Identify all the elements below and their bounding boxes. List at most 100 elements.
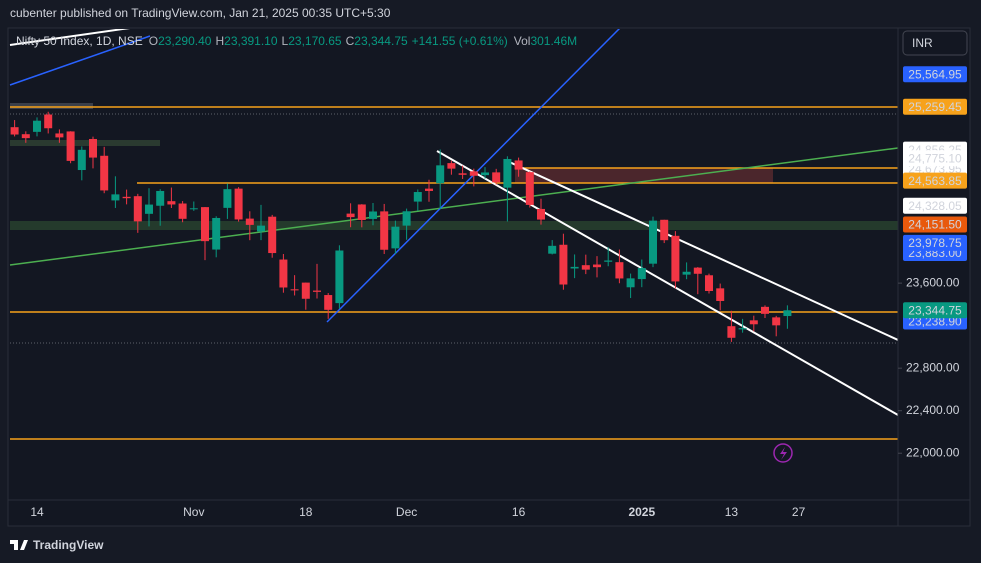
candle-body <box>268 216 277 254</box>
candle-body <box>593 264 601 268</box>
price-label: 25,259.45 <box>908 100 962 114</box>
candle-body <box>111 194 120 201</box>
trend-line <box>9 29 131 46</box>
candle-body <box>122 196 131 199</box>
legend-key: L <box>282 34 289 48</box>
candle-body <box>21 134 30 139</box>
candle-body <box>145 204 153 214</box>
candle-body <box>716 288 725 301</box>
price-label-box <box>903 302 967 319</box>
candle-body <box>492 172 501 183</box>
legend-key: C <box>346 34 355 48</box>
candle-body <box>649 220 657 264</box>
candle-body <box>660 219 669 241</box>
candle-body <box>559 244 568 285</box>
candle-body <box>693 267 702 274</box>
candle-body <box>783 310 792 317</box>
candle-body <box>738 328 747 330</box>
legend-value: 23,344.75 <box>354 34 408 48</box>
candle-body <box>604 260 613 262</box>
trend-line <box>9 35 151 86</box>
candle-body <box>133 196 142 222</box>
candle-body <box>201 207 209 242</box>
x-tick-label: 18 <box>299 505 313 519</box>
symbol: Nifty 50 Index, 1D, NSE <box>16 34 143 48</box>
candle-body <box>301 282 310 299</box>
candle-body <box>44 114 53 129</box>
price-label-box <box>903 150 967 167</box>
y-tick-label: 22,400.00 <box>906 403 960 417</box>
candle-body <box>548 245 557 254</box>
candle-body <box>324 295 333 310</box>
candle-body <box>100 155 109 191</box>
x-tick-label: 13 <box>725 505 739 519</box>
currency: INR <box>912 36 933 50</box>
candle-body <box>671 235 680 282</box>
event-icon[interactable] <box>773 443 793 463</box>
candle-body <box>212 217 221 250</box>
candle-body <box>503 158 512 188</box>
candle-body <box>705 275 713 292</box>
price-label: 25,564.95 <box>908 67 962 81</box>
candle-body <box>537 208 545 220</box>
legend-value: 23,170.65 <box>288 34 342 48</box>
candle-body <box>682 271 691 275</box>
candle-body <box>10 127 19 135</box>
logo-mark <box>10 540 28 550</box>
candle-body <box>637 268 646 280</box>
price-label: 24,563.85 <box>908 174 962 188</box>
candle-body <box>772 317 781 326</box>
candle-body <box>380 211 389 250</box>
price-label-box <box>903 66 967 83</box>
candle-body <box>369 211 377 219</box>
y-tick-label: 22,800.00 <box>906 360 960 374</box>
price-label-box <box>903 234 967 251</box>
candle-body <box>727 326 736 338</box>
candle-body <box>514 160 523 170</box>
candle-body <box>33 120 41 132</box>
candle-body <box>66 131 75 161</box>
candle-body <box>481 172 489 176</box>
candle-body <box>357 204 366 220</box>
y-tick-label: 22,000.00 <box>906 445 960 459</box>
zone <box>10 140 160 146</box>
price-label: 24,151.50 <box>908 218 962 232</box>
candle-body <box>223 189 232 208</box>
candle-body <box>749 320 758 325</box>
publisher: cubenter published on TradingView.com, J… <box>10 6 391 20</box>
price-label: 23,978.75 <box>908 236 962 250</box>
currency-button[interactable] <box>902 30 968 56</box>
candle-body <box>178 203 187 219</box>
candle-body <box>402 211 411 226</box>
candle-body <box>234 188 243 220</box>
candle-body <box>89 138 97 158</box>
x-tick-label: 14 <box>30 505 44 519</box>
candle-body <box>257 225 265 232</box>
zone <box>10 103 93 109</box>
x-tick-label: Dec <box>396 505 417 519</box>
candle-body <box>458 173 467 175</box>
zone <box>10 221 898 230</box>
zone <box>515 168 773 183</box>
candle-body <box>55 133 64 138</box>
candle-body <box>391 226 400 249</box>
y-tick-label: 23,600.00 <box>906 275 960 289</box>
candle-body <box>581 265 590 270</box>
price-label: 24,775.10 <box>908 151 962 165</box>
candle-body <box>346 213 355 218</box>
channel-line <box>504 159 898 341</box>
candle-body <box>279 259 288 288</box>
legend-key: Vol <box>514 34 531 48</box>
legend-change: +141.55 (+0.61%) <box>412 34 508 48</box>
x-tick-label: 16 <box>512 505 526 519</box>
brand-logo <box>10 540 28 550</box>
candle-body <box>413 192 422 202</box>
price-label: 23,344.75 <box>908 303 962 317</box>
legend: Nifty 50 Index, 1D, NSE O23,290.40 H23,391… <box>16 34 577 48</box>
event-icon <box>780 447 787 460</box>
x-tick-label: 27 <box>792 505 806 519</box>
candle-body <box>626 278 635 288</box>
candle-body <box>245 218 254 225</box>
candles <box>10 111 792 342</box>
